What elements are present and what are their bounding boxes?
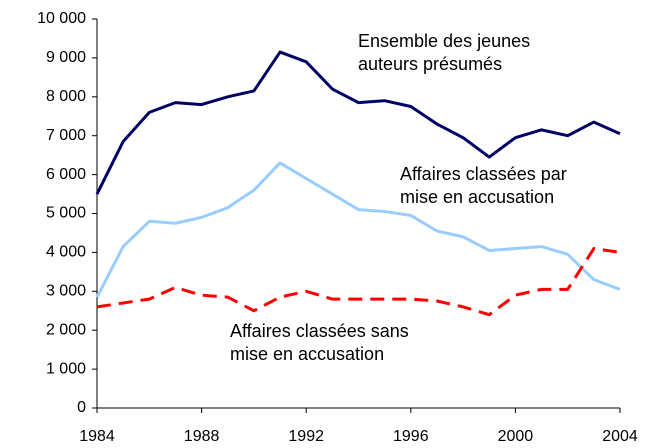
y-tick-label: 5 000 — [46, 205, 86, 222]
y-tick-label: 9 000 — [46, 49, 86, 66]
series-line — [95, 50, 621, 195]
x-tick-label: 1988 — [184, 428, 220, 445]
series-line — [96, 247, 621, 317]
y-tick-label: 8 000 — [46, 88, 86, 105]
series-label: Ensemble des jeunes auteurs présumés — [358, 31, 531, 74]
y-tick-label: 7 000 — [46, 127, 86, 144]
x-tick-label: 2004 — [602, 428, 638, 445]
y-tick-label: 3 000 — [46, 283, 86, 300]
x-tick-label: 1996 — [393, 428, 429, 445]
x-tick-label: 1992 — [288, 428, 324, 445]
x-tick-label: 2000 — [498, 428, 534, 445]
y-tick-label: 10 000 — [37, 10, 86, 27]
y-tick-label: 6 000 — [46, 166, 86, 183]
series-label: Affaires classées par mise en accusation — [400, 164, 567, 207]
x-tick-label: 1984 — [79, 428, 115, 445]
series-label: Affaires classées sans mise en accusatio… — [230, 321, 409, 364]
y-tick-label: 4 000 — [46, 244, 86, 261]
y-tick-label: 0 — [77, 399, 86, 416]
y-tick-label: 2 000 — [46, 321, 86, 338]
series-line — [95, 161, 621, 298]
y-tick-label: 1 000 — [46, 360, 86, 377]
